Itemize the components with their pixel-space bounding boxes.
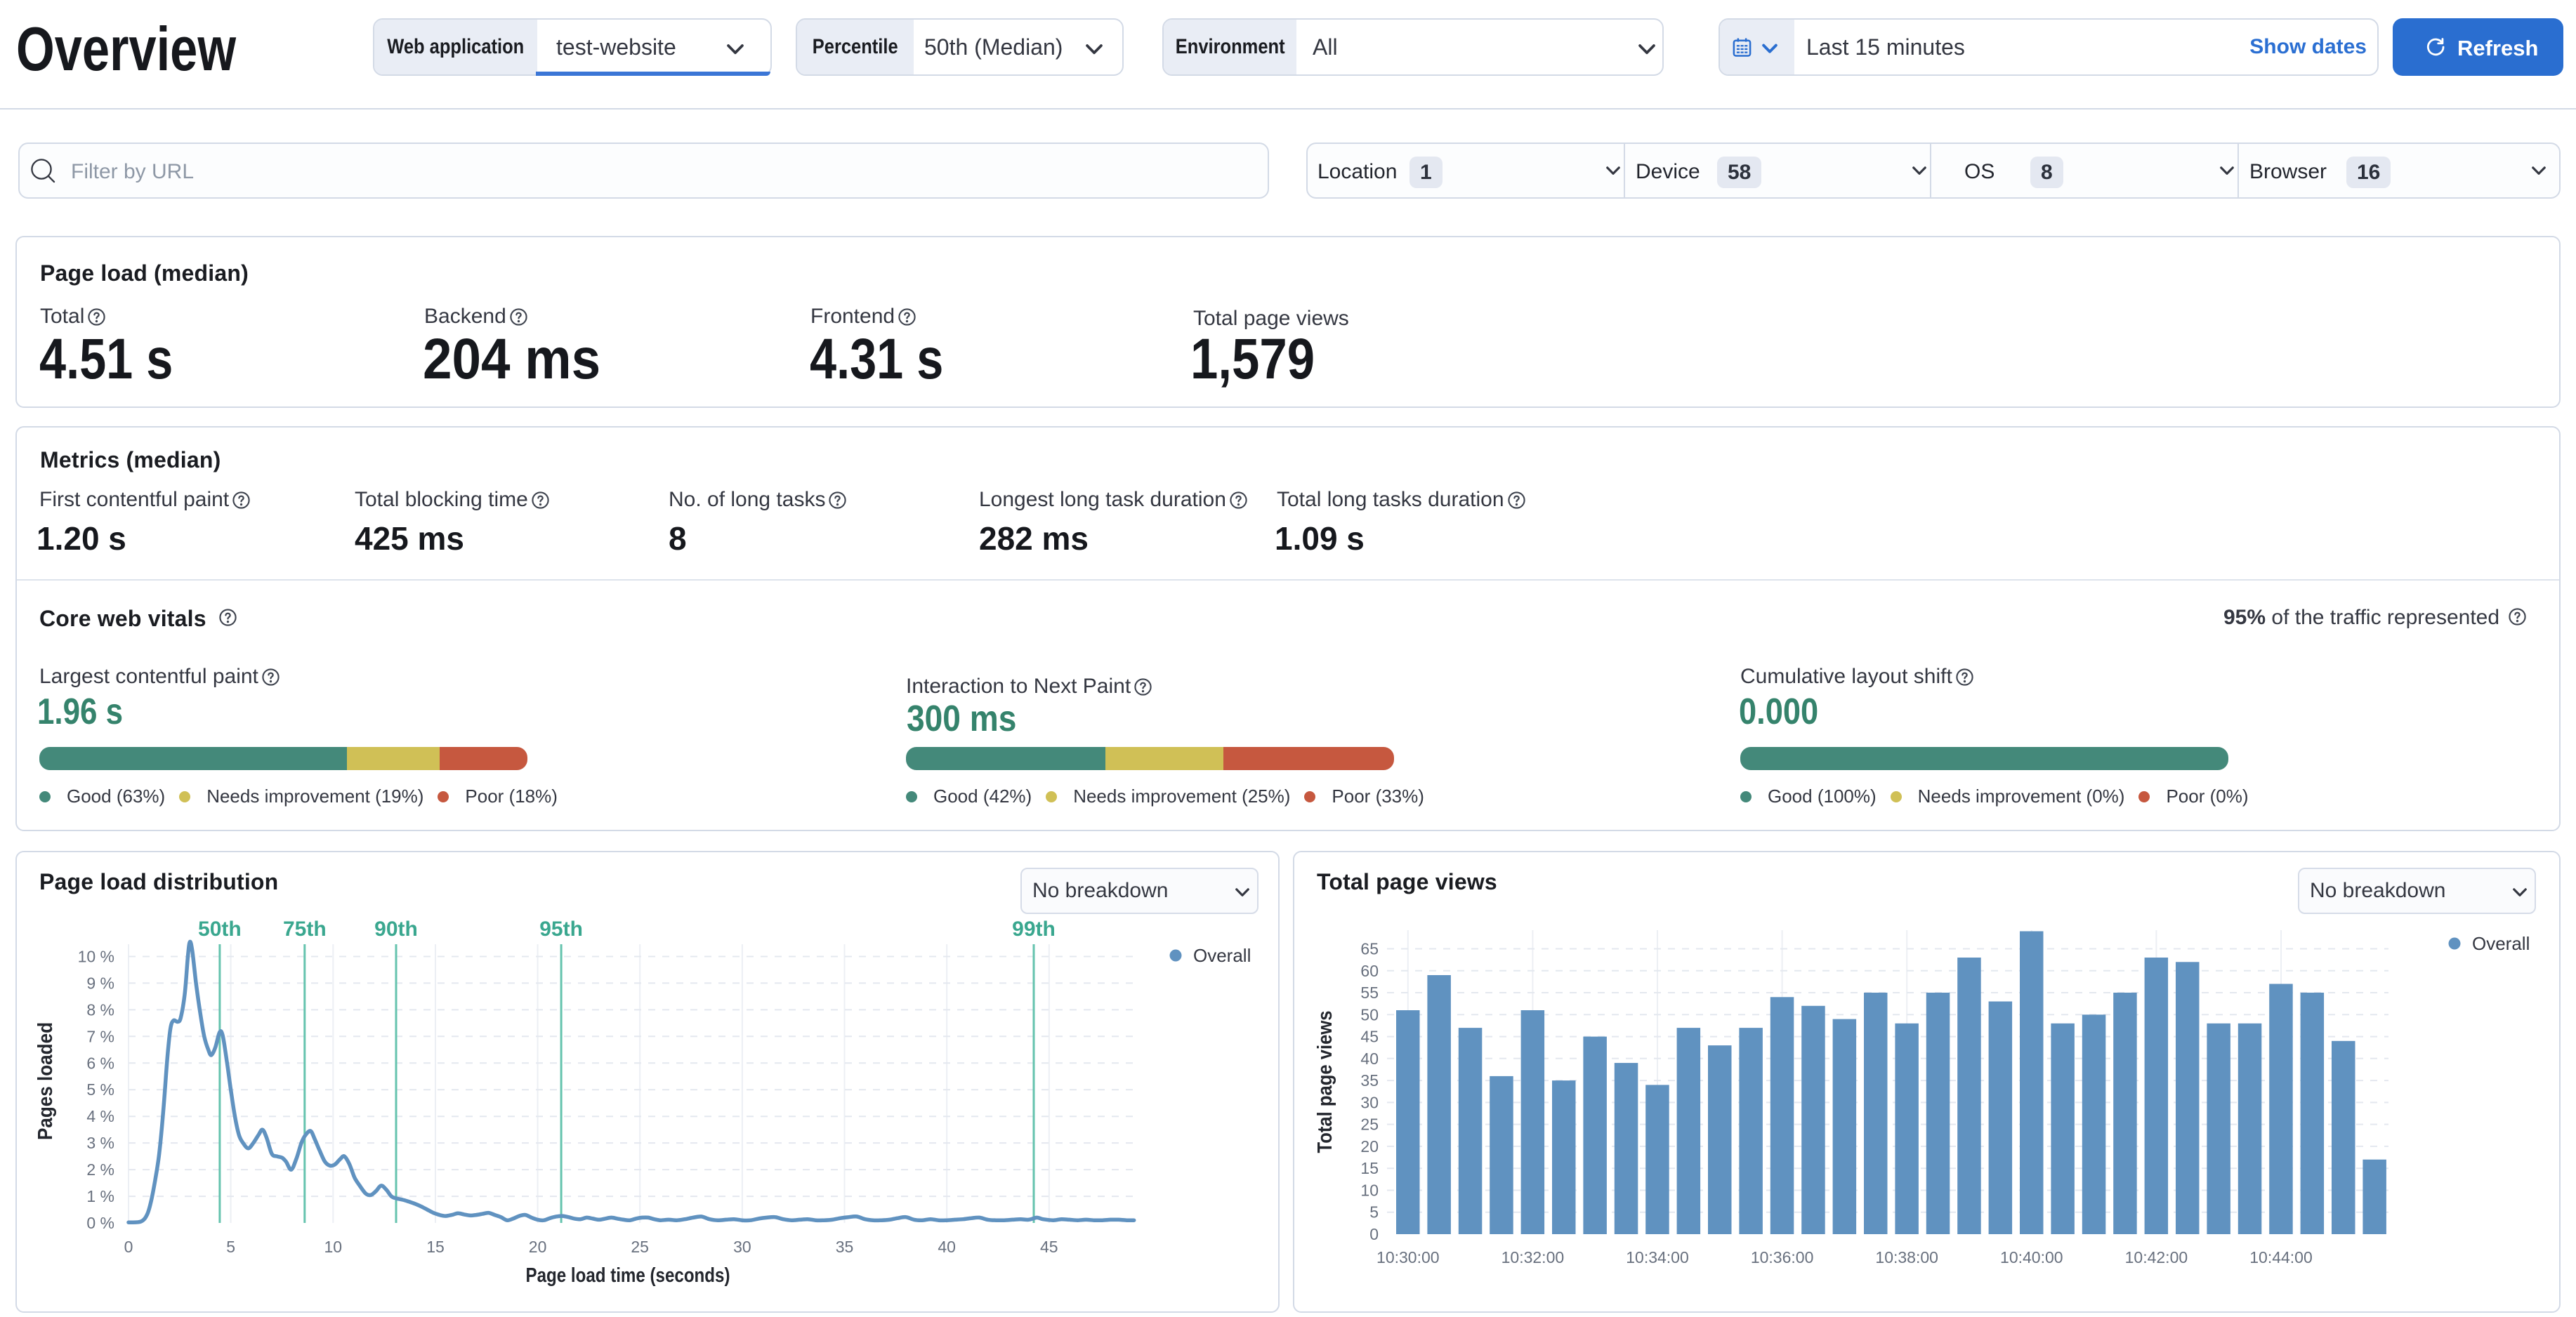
- svg-text:20: 20: [1360, 1137, 1379, 1156]
- svg-text:6 %: 6 %: [86, 1054, 114, 1072]
- svg-text:0 %: 0 %: [86, 1214, 114, 1232]
- svg-text:0: 0: [1369, 1225, 1379, 1243]
- svg-text:55: 55: [1360, 984, 1379, 1002]
- svg-text:65: 65: [1360, 940, 1379, 958]
- svg-text:15: 15: [426, 1238, 445, 1256]
- svg-text:75th: 75th: [283, 918, 327, 941]
- svg-text:3 %: 3 %: [86, 1134, 114, 1152]
- svg-text:10:42:00: 10:42:00: [2125, 1248, 2188, 1266]
- svg-text:2 %: 2 %: [86, 1160, 114, 1179]
- svg-text:5 %: 5 %: [86, 1080, 114, 1099]
- svg-text:10:38:00: 10:38:00: [1875, 1248, 1938, 1266]
- svg-text:95th: 95th: [539, 918, 583, 941]
- svg-text:5: 5: [1369, 1203, 1379, 1222]
- svg-text:Overall: Overall: [1193, 945, 1251, 966]
- svg-text:Pages loaded: Pages loaded: [34, 1022, 57, 1140]
- svg-text:10:32:00: 10:32:00: [1501, 1248, 1565, 1266]
- svg-text:20: 20: [529, 1238, 547, 1256]
- svg-text:4 %: 4 %: [86, 1107, 114, 1125]
- svg-text:10:36:00: 10:36:00: [1751, 1248, 1814, 1266]
- svg-text:60: 60: [1360, 962, 1379, 980]
- svg-text:10: 10: [324, 1238, 343, 1256]
- svg-text:5: 5: [226, 1238, 235, 1256]
- svg-text:35: 35: [836, 1238, 854, 1256]
- svg-text:15: 15: [1360, 1159, 1379, 1177]
- svg-text:10:40:00: 10:40:00: [2000, 1248, 2063, 1266]
- svg-text:40: 40: [1360, 1050, 1379, 1068]
- svg-text:50th: 50th: [198, 918, 242, 941]
- svg-text:10:34:00: 10:34:00: [1626, 1248, 1689, 1266]
- svg-text:1 %: 1 %: [86, 1187, 114, 1205]
- svg-text:Page load time (seconds): Page load time (seconds): [526, 1264, 730, 1287]
- svg-text:45: 45: [1040, 1238, 1058, 1256]
- svg-text:45: 45: [1360, 1028, 1379, 1046]
- svg-text:9 %: 9 %: [86, 974, 114, 992]
- svg-text:35: 35: [1360, 1071, 1379, 1090]
- svg-text:Total page views: Total page views: [1314, 1011, 1336, 1153]
- svg-text:90th: 90th: [374, 918, 418, 941]
- svg-text:10:44:00: 10:44:00: [2249, 1248, 2313, 1266]
- svg-text:50: 50: [1360, 1005, 1379, 1024]
- svg-text:0: 0: [124, 1238, 133, 1256]
- svg-text:30: 30: [733, 1238, 751, 1256]
- svg-text:40: 40: [938, 1238, 956, 1256]
- svg-text:10 %: 10 %: [78, 948, 114, 966]
- svg-text:7 %: 7 %: [86, 1027, 114, 1045]
- svg-text:25: 25: [631, 1238, 649, 1256]
- svg-text:Overall: Overall: [2472, 933, 2530, 954]
- svg-text:10:30:00: 10:30:00: [1376, 1248, 1440, 1266]
- svg-text:8 %: 8 %: [86, 1000, 114, 1019]
- svg-text:10: 10: [1360, 1182, 1379, 1200]
- svg-text:30: 30: [1360, 1093, 1379, 1111]
- svg-text:25: 25: [1360, 1116, 1379, 1134]
- svg-text:99th: 99th: [1012, 918, 1056, 941]
